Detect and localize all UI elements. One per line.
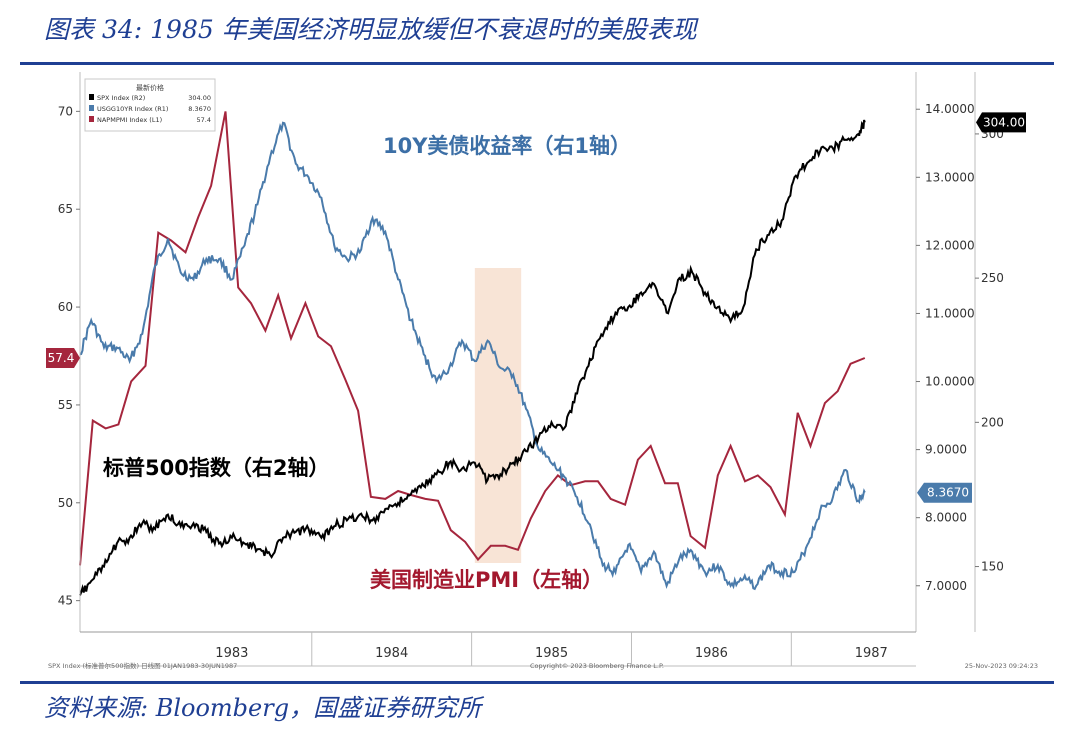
left-tick-label: 65 xyxy=(58,202,73,216)
right1-tick-label: 8.0000 xyxy=(925,511,967,525)
right1-tick-label: 10.0000 xyxy=(925,375,975,389)
right2-last-value-marker: 304.00 xyxy=(976,112,1026,133)
legend-item-label: SPX Index (R2) xyxy=(97,94,145,102)
left-last-value-text: 57.4 xyxy=(48,351,75,365)
right2-tick-label: 150 xyxy=(981,560,1004,574)
spx-annotation: 标普500指数（右2轴） xyxy=(103,456,329,480)
top-rule xyxy=(20,62,1054,65)
legend-swatch xyxy=(89,116,94,122)
legend: 最新价格 SPX Index (R2) 304.00 USGG10YR Index (… xyxy=(84,78,216,132)
right1-tick-label: 7.0000 xyxy=(925,579,967,593)
right1-tick-label: 11.0000 xyxy=(925,306,975,320)
legend-item-value: 8.3670 xyxy=(188,105,211,113)
right2-tick-label: 250 xyxy=(981,271,1004,285)
left-tick-label: 70 xyxy=(58,104,73,118)
left-tick-label: 50 xyxy=(58,496,73,510)
yield-annotation: 10Y美债收益率（右1轴） xyxy=(383,134,631,158)
x-tick-label: 1987 xyxy=(855,646,888,661)
left-last-value-marker: 57.4 xyxy=(46,347,80,368)
right1-last-value-tag xyxy=(917,482,972,503)
right1-tick-label: 14.0000 xyxy=(925,102,975,116)
legend-item-value: 57.4 xyxy=(197,116,211,124)
right2-last-value-tag xyxy=(976,112,1026,133)
footer-center: Copyright© 2023 Bloomberg Finance L.P. xyxy=(530,662,664,670)
legend-header: 最新价格 xyxy=(136,83,164,92)
right1-tick-label: 12.0000 xyxy=(925,238,975,252)
x-tick-label: 1986 xyxy=(695,646,728,661)
left-tick-label: 60 xyxy=(58,300,73,314)
left-tick-label: 55 xyxy=(58,398,73,412)
right2-last-value-text: 304.00 xyxy=(983,115,1025,129)
right1-tick-label: 13.0000 xyxy=(925,170,975,184)
legend-box xyxy=(84,78,216,132)
bottom-rule xyxy=(20,681,1054,684)
footer-left: SPX Index (标准普尔500指数) 日线图 01JAN1983-30JU… xyxy=(48,661,237,670)
legend-item-value: 304.00 xyxy=(188,94,211,102)
legend-item-label: USGG10YR Index (R1) xyxy=(97,105,168,113)
chart-footer: SPX Index (标准普尔500指数) 日线图 01JAN1983-30JU… xyxy=(48,661,1038,670)
x-tick-label: 1985 xyxy=(535,646,568,661)
highlight-band xyxy=(474,268,522,563)
right1-last-value-text: 8.3670 xyxy=(927,486,969,500)
figure-title: 图表 34: 1985 年美国经济明显放缓但不衰退时的美股表现 xyxy=(44,15,697,44)
chart-area xyxy=(50,70,1050,680)
figure-source: 资料来源: Bloomberg，国盛证券研究所 xyxy=(44,694,482,722)
right1-tick-label: 9.0000 xyxy=(925,443,967,457)
footer-right: 25-Nov-2023 09:24:23 xyxy=(965,662,1038,670)
legend-swatch xyxy=(89,105,94,111)
pmi-annotation: 美国制造业PMI（左轴） xyxy=(370,568,603,592)
left-tick-label: 45 xyxy=(58,594,73,608)
pmi-series-line xyxy=(79,111,866,566)
left-last-value-tag xyxy=(46,347,80,368)
right1-last-value-marker: 8.3670 xyxy=(917,482,972,503)
spx-series-line xyxy=(79,119,866,596)
legend-item-label: NAPMPMI Index (L1) xyxy=(97,116,162,124)
yield-series-line xyxy=(79,121,866,591)
x-tick-label: 1984 xyxy=(375,646,408,661)
legend-swatch xyxy=(89,94,94,100)
x-tick-label: 1983 xyxy=(215,646,248,661)
right2-tick-label: 200 xyxy=(981,415,1004,429)
